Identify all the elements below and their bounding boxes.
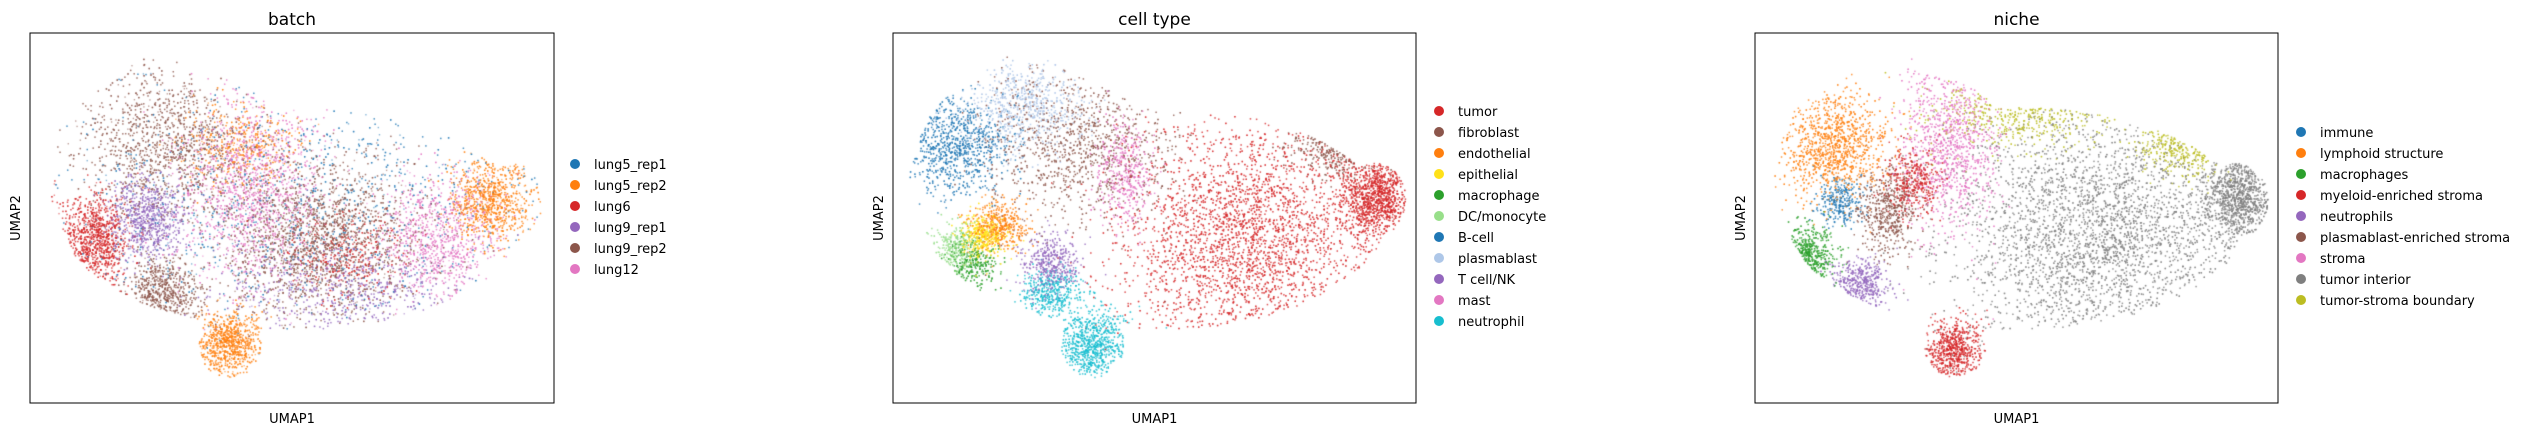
legend-marker [1434, 316, 1444, 326]
legend-marker [1434, 127, 1444, 137]
legend-label: B-cell [1458, 231, 1494, 246]
legend-marker [1434, 211, 1444, 221]
y-axis-label: UMAP2 [1734, 195, 1749, 241]
scatter-points [893, 33, 1416, 403]
axes-frame [29, 32, 555, 404]
legend-label: tumor [1458, 105, 1498, 120]
legend-marker [2296, 232, 2306, 242]
legend-label: endothelial [1458, 147, 1531, 162]
legend-marker [570, 222, 580, 232]
legend-label: lung9_rep1 [594, 221, 667, 236]
legend: lung5_rep1 lung5_rep2 lung6 lung9_rep1 lung9… [570, 158, 667, 278]
umap-panel-1: batch UMAP1 UMAP2 lung5_rep1 lung5_rep2 lung6… [9, 10, 667, 427]
legend-label: macrophages [2320, 168, 2408, 183]
panel-title: cell type [1118, 10, 1191, 30]
axes-frame [892, 32, 1417, 404]
legend: immune lymphoid structure macrophages myelo… [2296, 126, 2510, 309]
y-axis-label: UMAP2 [9, 195, 24, 241]
legend-marker [570, 201, 580, 211]
axes-frame [1754, 32, 2279, 404]
legend-label: plasmablast-enriched stroma [2320, 231, 2510, 246]
legend-marker [1434, 274, 1444, 284]
scatter-points [1755, 33, 2278, 403]
legend-label: epithelial [1458, 168, 1518, 183]
legend-label: tumor interior [2320, 273, 2411, 288]
umap-panel-3: niche UMAP1 UMAP2 immune lymphoid structure m… [1734, 10, 2510, 427]
legend-label: neutrophil [1458, 315, 1524, 330]
legend-marker [1434, 253, 1444, 263]
legend-marker [1434, 169, 1444, 179]
legend-label: lung9_rep2 [594, 242, 667, 257]
legend-label: neutrophils [2320, 210, 2393, 225]
legend-marker [570, 159, 580, 169]
legend-label: lymphoid structure [2320, 147, 2443, 162]
legend-marker [1434, 106, 1444, 116]
panel-title: niche [1993, 10, 2039, 30]
legend-marker [2296, 127, 2306, 137]
legend-marker [2296, 274, 2306, 284]
legend-label: myeloid-enriched stroma [2320, 189, 2483, 204]
legend-label: tumor-stroma boundary [2320, 294, 2475, 309]
x-axis-label: UMAP1 [1994, 412, 2040, 427]
legend: tumor fibroblast endothelial epithelial macr… [1434, 105, 1546, 330]
legend-label: fibroblast [1458, 126, 1519, 141]
legend-label: macrophage [1458, 189, 1540, 204]
legend-marker [1434, 148, 1444, 158]
legend-label: lung5_rep1 [594, 158, 667, 173]
legend-label: T cell/NK [1457, 273, 1516, 288]
legend-marker [570, 243, 580, 253]
legend-marker [1434, 232, 1444, 242]
x-axis-label: UMAP1 [269, 412, 315, 427]
legend-marker [2296, 190, 2306, 200]
panel-title: batch [268, 10, 316, 30]
legend-label: DC/monocyte [1458, 210, 1546, 225]
legend-label: lung5_rep2 [594, 179, 667, 194]
y-axis-label: UMAP2 [872, 195, 887, 241]
legend-marker [2296, 295, 2306, 305]
legend-marker [1434, 190, 1444, 200]
umap-panel-2: cell type UMAP1 UMAP2 tumor fibroblast endoth… [872, 10, 1546, 427]
legend-label: lung12 [594, 263, 639, 278]
legend-marker [2296, 211, 2306, 221]
x-axis-label: UMAP1 [1132, 412, 1178, 427]
legend-marker [1434, 295, 1444, 305]
legend-label: stroma [2320, 252, 2366, 267]
legend-label: immune [2320, 126, 2373, 141]
legend-marker [570, 180, 580, 190]
legend-label: mast [1458, 294, 1491, 309]
legend-marker [570, 264, 580, 274]
legend-marker [2296, 148, 2306, 158]
legend-marker [2296, 169, 2306, 179]
legend-label: plasmablast [1458, 252, 1537, 267]
legend-marker [2296, 253, 2306, 263]
legend-label: lung6 [594, 200, 631, 215]
scatter-points [30, 33, 554, 403]
